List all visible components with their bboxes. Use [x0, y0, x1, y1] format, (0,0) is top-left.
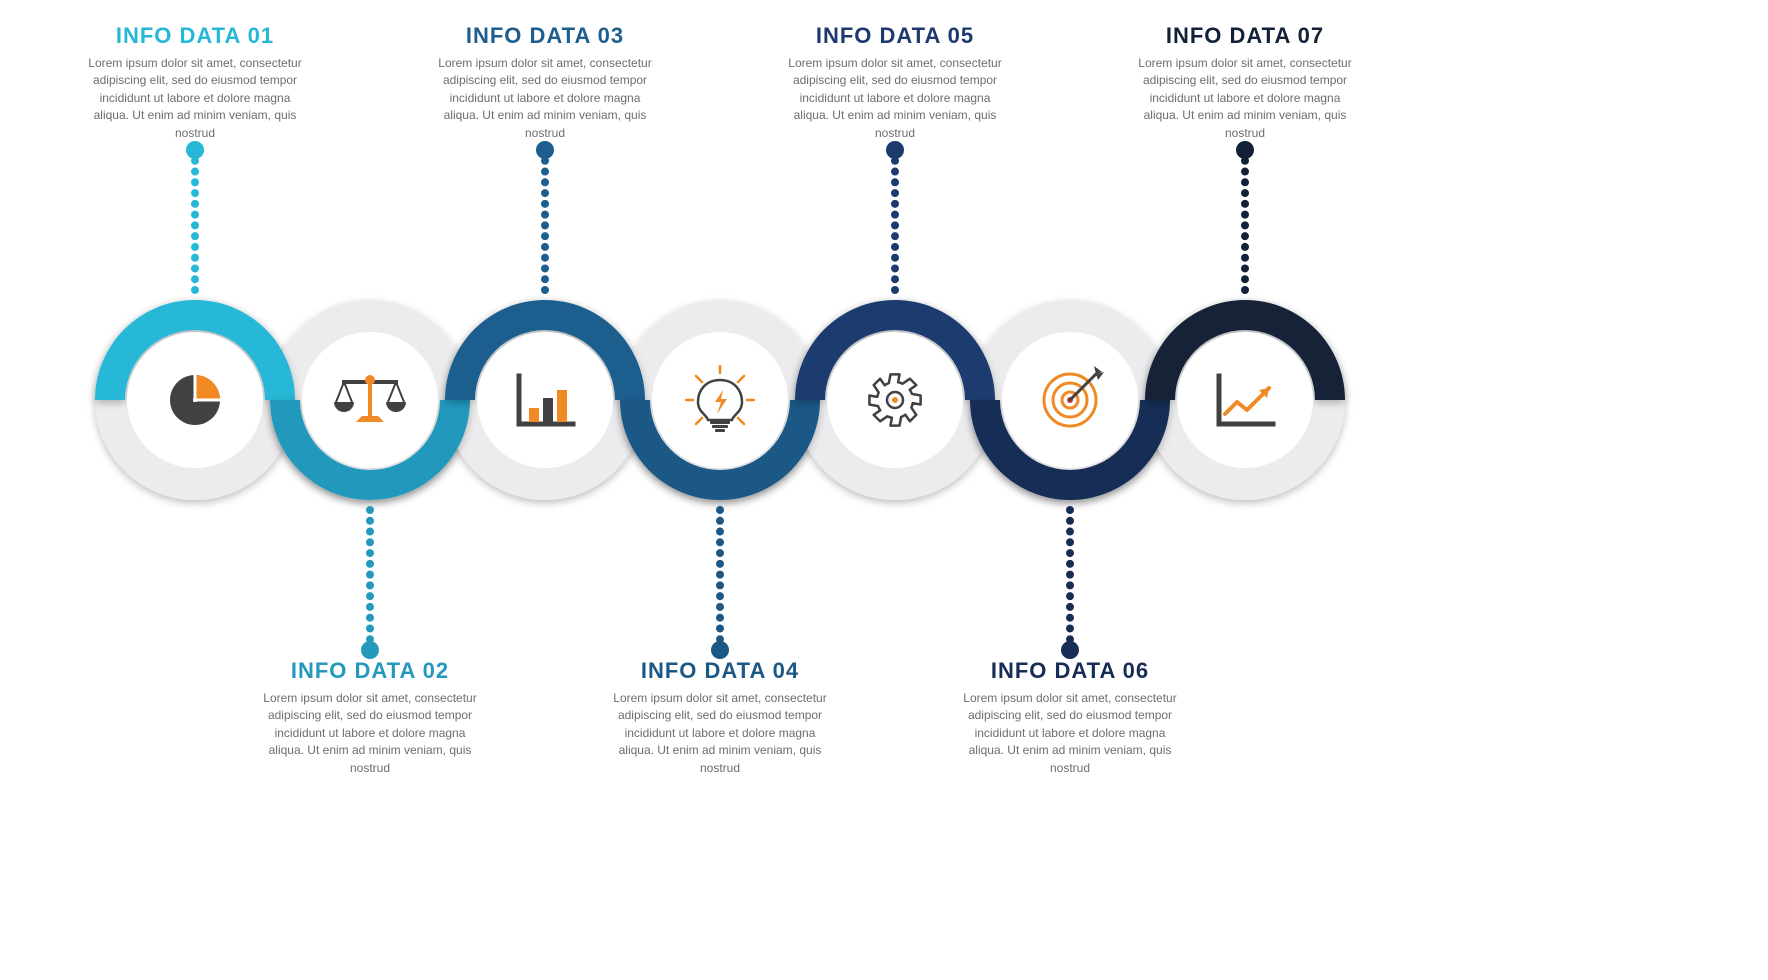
step-title: INFO DATA 07 [1135, 23, 1355, 49]
step-desc: Lorem ipsum dolor sit amet, consectetur … [1135, 55, 1355, 142]
connector-end [186, 141, 204, 159]
step-text-7: INFO DATA 07 Lorem ipsum dolor sit amet, … [1135, 23, 1355, 142]
step-desc: Lorem ipsum dolor sit amet, consectetur … [610, 690, 830, 777]
step-desc: Lorem ipsum dolor sit amet, consectetur … [785, 55, 1005, 142]
step-text-3: INFO DATA 03 Lorem ipsum dolor sit amet, … [435, 23, 655, 142]
step-title: INFO DATA 05 [785, 23, 1005, 49]
step-title: INFO DATA 04 [610, 658, 830, 684]
step-text-2: INFO DATA 02 Lorem ipsum dolor sit amet, … [260, 658, 480, 777]
connector-end [361, 641, 379, 659]
step-text-6: INFO DATA 06 Lorem ipsum dolor sit amet, … [960, 658, 1180, 777]
connector-end [536, 141, 554, 159]
connector-end [1236, 141, 1254, 159]
step-desc: Lorem ipsum dolor sit amet, consectetur … [960, 690, 1180, 777]
connector-end [886, 141, 904, 159]
step-text-4: INFO DATA 04 Lorem ipsum dolor sit amet, … [610, 658, 830, 777]
step-title: INFO DATA 06 [960, 658, 1180, 684]
step-desc: Lorem ipsum dolor sit amet, consectetur … [85, 55, 305, 142]
step-title: INFO DATA 03 [435, 23, 655, 49]
infographic-stage: INFO DATA 01 Lorem ipsum dolor sit amet, … [0, 0, 1768, 980]
step-desc: Lorem ipsum dolor sit amet, consectetur … [260, 690, 480, 777]
step-text-1: INFO DATA 01 Lorem ipsum dolor sit amet, … [85, 23, 305, 142]
connector-end [711, 641, 729, 659]
connector-end [1061, 641, 1079, 659]
step-text-5: INFO DATA 05 Lorem ipsum dolor sit amet, … [785, 23, 1005, 142]
step-desc: Lorem ipsum dolor sit amet, consectetur … [435, 55, 655, 142]
inner-disc [1177, 332, 1313, 468]
step-title: INFO DATA 01 [85, 23, 305, 49]
step-title: INFO DATA 02 [260, 658, 480, 684]
